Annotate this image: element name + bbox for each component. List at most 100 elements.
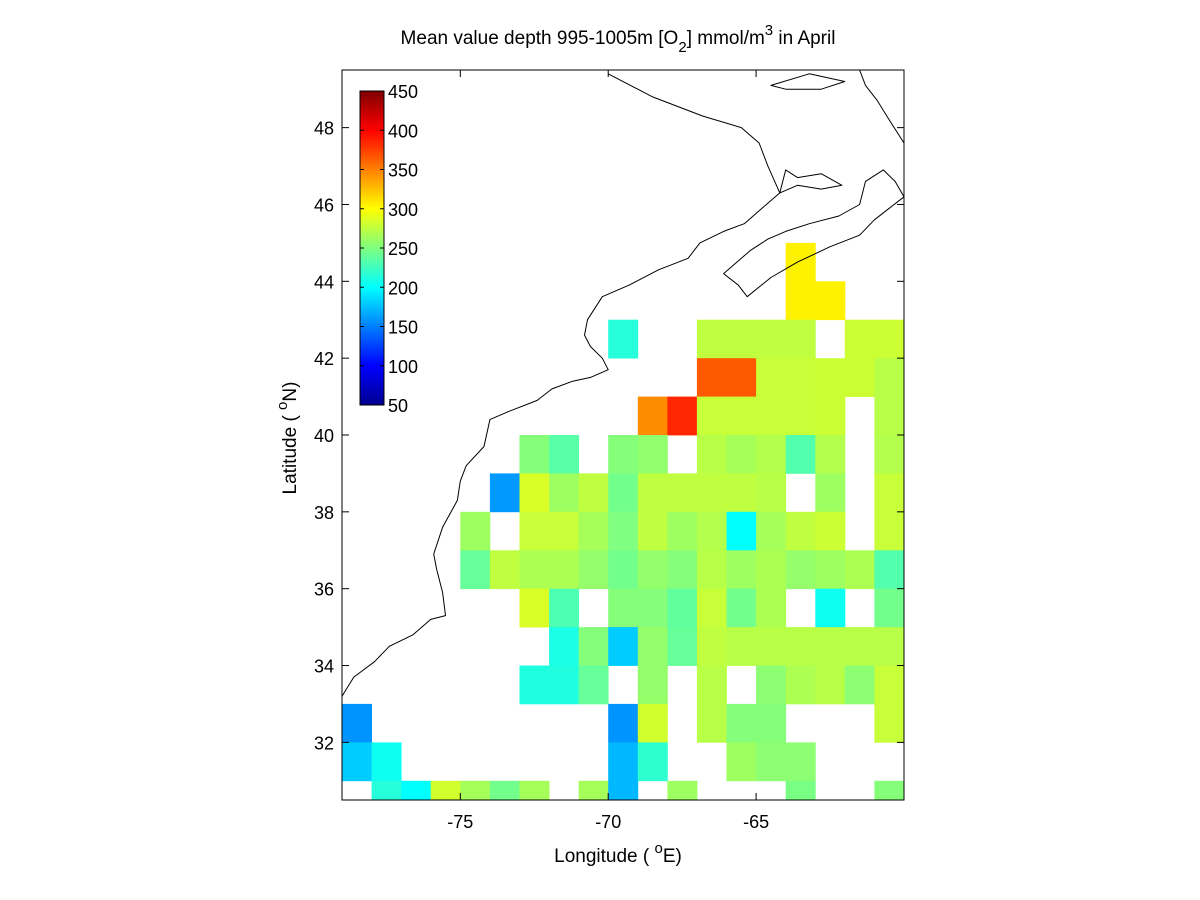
coastline-nova-scotia: [723, 169, 905, 298]
heatmap-cell: [756, 473, 787, 513]
chart-title: Mean value depth 995-1005m [O2] mmol/m3 …: [401, 22, 836, 56]
heatmap-cell: [756, 665, 787, 705]
x-tick-label: -70: [595, 812, 621, 832]
heatmap-cell: [756, 588, 787, 628]
heatmap-cell: [430, 780, 461, 801]
heatmap-cell: [667, 511, 698, 551]
heatmap-cell: [637, 511, 668, 551]
heatmap-cell: [785, 665, 816, 705]
title-mid: ] mmol/m: [687, 28, 765, 49]
heatmap-cell: [756, 742, 787, 782]
heatmap-cell: [608, 627, 639, 666]
colorbar-tick-label: 350: [388, 161, 418, 181]
heatmap-cell: [578, 665, 609, 705]
heatmap-cell: [815, 281, 846, 321]
heatmap-cell: [608, 319, 639, 359]
heatmap-cell: [637, 473, 668, 513]
heatmap-cell: [815, 588, 846, 628]
heatmap-cell: [874, 550, 905, 590]
heatmap-cell: [874, 396, 905, 436]
heatmap-cell: [608, 742, 639, 782]
y-tick-label: 46: [314, 195, 334, 215]
y-axis-label: Latitude ( oN): [274, 382, 301, 495]
ylabel-prefix: Latitude (: [280, 410, 301, 495]
heatmap-cell: [726, 358, 757, 397]
heatmap-cell: [667, 473, 698, 513]
heatmap-cell: [667, 550, 698, 590]
colorbar-ticks: 50 100 150 200 250 300 350 400 450: [360, 82, 418, 416]
heatmap-cell: [815, 358, 846, 397]
heatmap-cell: [667, 588, 698, 628]
heatmap-cell: [815, 627, 846, 666]
heatmap-cell: [549, 473, 580, 513]
heatmap-cell: [696, 627, 727, 666]
x-tick-label: -65: [743, 812, 769, 832]
title-prefix: Mean value depth 995-1005m [O: [401, 28, 679, 49]
heatmap-cell: [489, 780, 520, 801]
y-tick-label: 44: [314, 272, 334, 292]
heatmap-cell: [874, 358, 905, 397]
heatmap-cell: [549, 588, 580, 628]
heatmap-cell: [460, 511, 491, 551]
colorbar-tick-label: 300: [388, 200, 418, 220]
heatmap-cell: [549, 665, 580, 705]
heatmap-cell: [815, 473, 846, 513]
heatmap-cell: [578, 627, 609, 666]
heatmap-cell: [726, 319, 757, 359]
coastline-newfoundland: [859, 69, 905, 144]
ylabel-suffix: N): [280, 382, 301, 402]
heatmap-cell: [696, 358, 727, 397]
heatmap-cell: [815, 665, 846, 705]
heatmap-cell: [756, 358, 787, 397]
heatmap-cell: [637, 396, 668, 436]
heatmap-cell: [519, 511, 550, 551]
colorbar-tick-label: 50: [388, 396, 408, 416]
heatmap-cell: [874, 319, 905, 359]
heatmap-cell: [726, 511, 757, 551]
heatmap-cell: [637, 742, 668, 782]
heatmap-cell: [608, 780, 639, 801]
heatmap-cell: [519, 435, 550, 474]
heatmap-cell: [489, 473, 520, 513]
colorbar-tick-label: 450: [388, 82, 418, 102]
heatmap-cell: [726, 627, 757, 666]
heatmap-cell: [785, 435, 816, 474]
heatmap-cell: [696, 473, 727, 513]
heatmap-cell: [519, 588, 550, 628]
heatmap-cell: [756, 703, 787, 743]
xlabel-superscript: o: [655, 840, 663, 857]
heatmap-cell: [578, 780, 609, 801]
ylabel-superscript: o: [274, 402, 291, 410]
heatmap-cells: [342, 242, 905, 801]
heatmap-cell: [815, 511, 846, 551]
x-tick-label: -75: [447, 812, 473, 832]
heatmap-cell: [785, 780, 816, 801]
heatmap-cell: [608, 588, 639, 628]
heatmap-cell: [844, 627, 875, 666]
heatmap-cell: [785, 281, 816, 321]
heatmap-cell: [726, 550, 757, 590]
heatmap-cell: [549, 627, 580, 666]
heatmap-cell: [785, 742, 816, 782]
heatmap-cell: [637, 435, 668, 474]
heatmap-cell: [578, 511, 609, 551]
heatmap-cell: [874, 511, 905, 551]
heatmap-cell: [874, 435, 905, 474]
y-tick-label: 38: [314, 503, 334, 523]
heatmap-cell: [460, 780, 491, 801]
heatmap-cell: [696, 588, 727, 628]
x-axis-ticks: -75 -70 -65: [447, 70, 769, 832]
heatmap-cell: [342, 742, 372, 782]
heatmap-cell: [637, 665, 668, 705]
heatmap-cell: [874, 665, 905, 705]
heatmap-cell: [756, 396, 787, 436]
xlabel-prefix: Longitude (: [554, 846, 654, 867]
heatmap-cell: [696, 550, 727, 590]
heatmap-cell: [815, 396, 846, 436]
heatmap-cell: [696, 319, 727, 359]
heatmap-cell: [785, 242, 816, 282]
heatmap-cell: [637, 588, 668, 628]
heatmap-cell: [785, 319, 816, 359]
heatmap-cell: [608, 703, 639, 743]
